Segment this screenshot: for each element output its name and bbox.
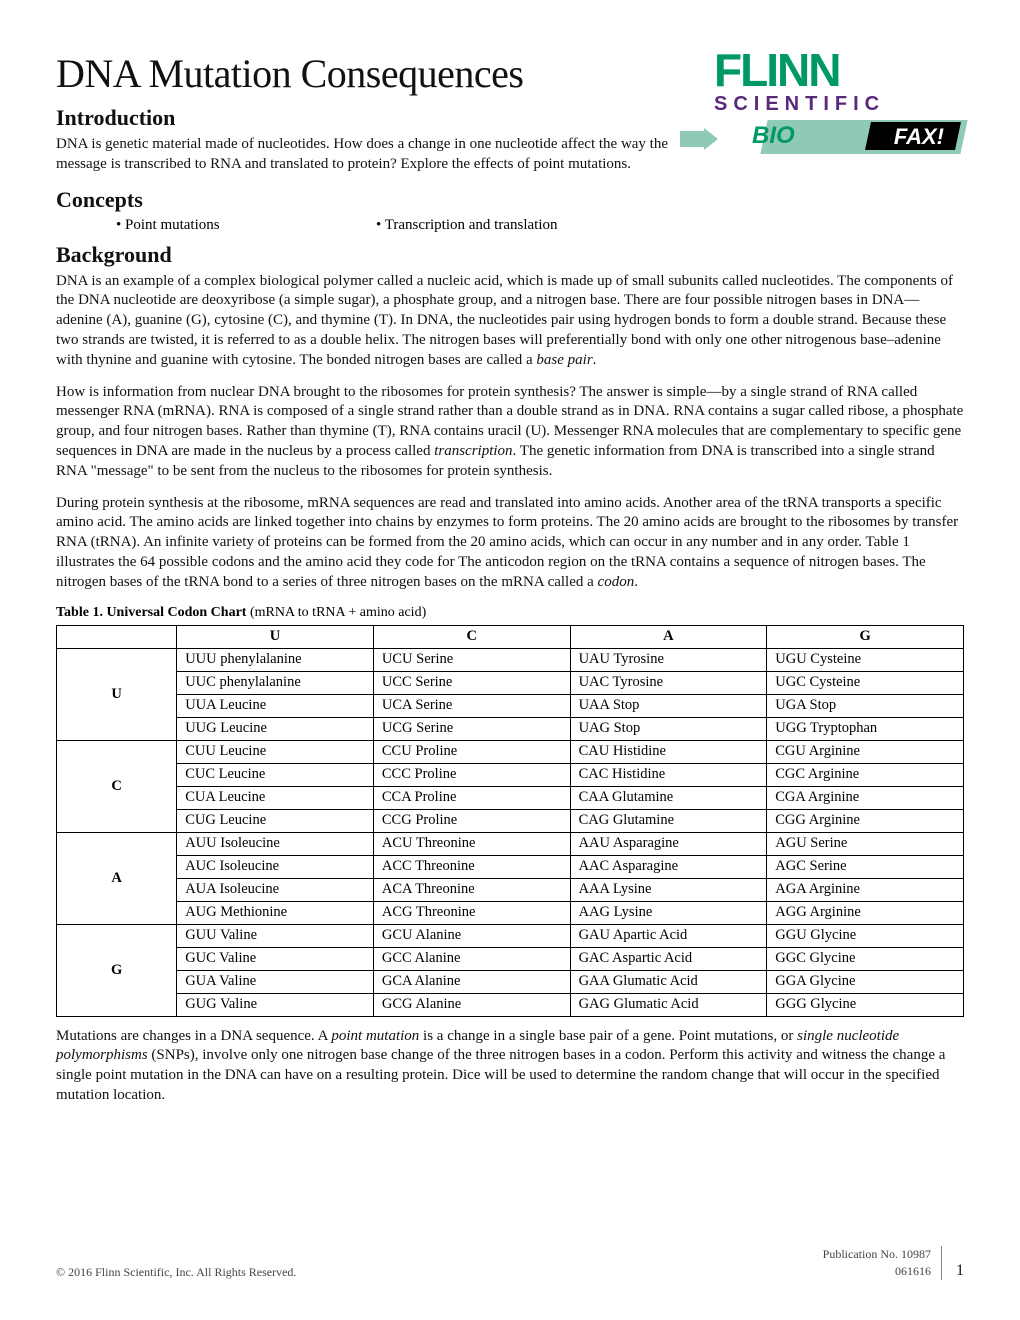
codon-cell: GGC Glycine: [767, 947, 964, 970]
codon-table: U C A G UUUU phenylalanineUCU SerineUAU …: [56, 625, 964, 1017]
codon-cell: GUA Valine: [177, 970, 374, 993]
background-p3: During protein synthesis at the ribosome…: [56, 494, 964, 593]
codon-cell: CCG Proline: [373, 809, 570, 832]
codon-cell: AUA Isoleucine: [177, 878, 374, 901]
codon-cell: GGU Glycine: [767, 924, 964, 947]
codon-cell: UCG Serine: [373, 717, 570, 740]
row-header: A: [57, 832, 177, 924]
concepts-heading: Concepts: [56, 187, 964, 213]
codon-cell: AAU Asparagine: [570, 832, 767, 855]
row-header: G: [57, 924, 177, 1016]
col-header: U: [177, 625, 374, 648]
codon-cell: GAU Apartic Acid: [570, 924, 767, 947]
codon-cell: UUG Leucine: [177, 717, 374, 740]
codon-cell: GUU Valine: [177, 924, 374, 947]
codon-cell: AUU Isoleucine: [177, 832, 374, 855]
publication-date: 061616: [823, 1263, 931, 1280]
codon-cell: UAU Tyrosine: [570, 648, 767, 671]
codon-cell: AGG Arginine: [767, 901, 964, 924]
concepts-list: Point mutations Transcription and transl…: [56, 217, 964, 234]
col-header: C: [373, 625, 570, 648]
codon-cell: AAA Lysine: [570, 878, 767, 901]
background-heading: Background: [56, 242, 964, 268]
codon-cell: GAC Aspartic Acid: [570, 947, 767, 970]
codon-cell: CAG Glutamine: [570, 809, 767, 832]
codon-cell: UUU phenylalanine: [177, 648, 374, 671]
page-number: 1: [956, 1262, 964, 1280]
codon-cell: UGG Tryptophan: [767, 717, 964, 740]
logo-bio-text: BIO: [752, 122, 795, 150]
codon-cell: AUG Methionine: [177, 901, 374, 924]
codon-cell: GCA Alanine: [373, 970, 570, 993]
codon-cell: UGU Cysteine: [767, 648, 964, 671]
codon-cell: CUA Leucine: [177, 786, 374, 809]
codon-cell: CGU Arginine: [767, 740, 964, 763]
col-header: G: [767, 625, 964, 648]
codon-cell: GAA Glumatic Acid: [570, 970, 767, 993]
row-header: C: [57, 740, 177, 832]
concept-item: Point mutations: [116, 217, 376, 234]
codon-cell: CCA Proline: [373, 786, 570, 809]
codon-cell: GCG Alanine: [373, 993, 570, 1016]
col-header: A: [570, 625, 767, 648]
footer: © 2016 Flinn Scientific, Inc. All Rights…: [56, 1246, 964, 1280]
codon-cell: UGC Cysteine: [767, 671, 964, 694]
copyright-text: © 2016 Flinn Scientific, Inc. All Rights…: [56, 1265, 296, 1280]
codon-cell: UCA Serine: [373, 694, 570, 717]
codon-cell: ACA Threonine: [373, 878, 570, 901]
codon-cell: GUG Valine: [177, 993, 374, 1016]
codon-cell: UCU Serine: [373, 648, 570, 671]
codon-cell: GCC Alanine: [373, 947, 570, 970]
codon-cell: CAA Glutamine: [570, 786, 767, 809]
after-table-text: Mutations are changes in a DNA sequence.…: [56, 1027, 964, 1106]
codon-cell: UGA Stop: [767, 694, 964, 717]
codon-cell: CAU Histidine: [570, 740, 767, 763]
codon-cell: UAA Stop: [570, 694, 767, 717]
codon-cell: CGA Arginine: [767, 786, 964, 809]
codon-cell: AGA Arginine: [767, 878, 964, 901]
codon-cell: UUA Leucine: [177, 694, 374, 717]
logo-scientific-text: SCIENTIFIC: [714, 93, 964, 116]
codon-cell: AGC Serine: [767, 855, 964, 878]
codon-cell: CUG Leucine: [177, 809, 374, 832]
arrow-icon: [680, 128, 718, 150]
codon-cell: UAC Tyrosine: [570, 671, 767, 694]
background-p1: DNA is an example of a complex biologica…: [56, 272, 964, 371]
codon-cell: UCC Serine: [373, 671, 570, 694]
logo-flinn-text: FLINN: [714, 50, 964, 91]
codon-cell: AAC Asparagine: [570, 855, 767, 878]
codon-cell: GCU Alanine: [373, 924, 570, 947]
codon-cell: CUC Leucine: [177, 763, 374, 786]
flinn-logo: FLINN SCIENTIFIC BIO FAX!: [714, 50, 964, 154]
codon-cell: ACU Threonine: [373, 832, 570, 855]
codon-cell: GUC Valine: [177, 947, 374, 970]
codon-cell: ACG Threonine: [373, 901, 570, 924]
publication-no: Publication No. 10987: [823, 1246, 931, 1263]
codon-cell: CAC Histidine: [570, 763, 767, 786]
codon-cell: GGA Glycine: [767, 970, 964, 993]
codon-cell: AAG Lysine: [570, 901, 767, 924]
codon-cell: ACC Threonine: [373, 855, 570, 878]
codon-cell: CGG Arginine: [767, 809, 964, 832]
codon-cell: UAG Stop: [570, 717, 767, 740]
codon-cell: GGG Glycine: [767, 993, 964, 1016]
codon-cell: UUC phenylalanine: [177, 671, 374, 694]
intro-text: DNA is genetic material made of nucleoti…: [56, 135, 716, 175]
codon-cell: CGC Arginine: [767, 763, 964, 786]
background-p2: How is information from nuclear DNA brou…: [56, 383, 964, 482]
codon-cell: GAG Glumatic Acid: [570, 993, 767, 1016]
row-header: U: [57, 648, 177, 740]
table-caption: Table 1. Universal Codon Chart (mRNA to …: [56, 605, 964, 621]
concept-item: Transcription and translation: [376, 217, 636, 234]
codon-cell: CCU Proline: [373, 740, 570, 763]
codon-cell: AGU Serine: [767, 832, 964, 855]
logo-fax-text: FAX!: [894, 124, 944, 150]
codon-cell: AUC Isoleucine: [177, 855, 374, 878]
codon-cell: CCC Proline: [373, 763, 570, 786]
codon-cell: CUU Leucine: [177, 740, 374, 763]
